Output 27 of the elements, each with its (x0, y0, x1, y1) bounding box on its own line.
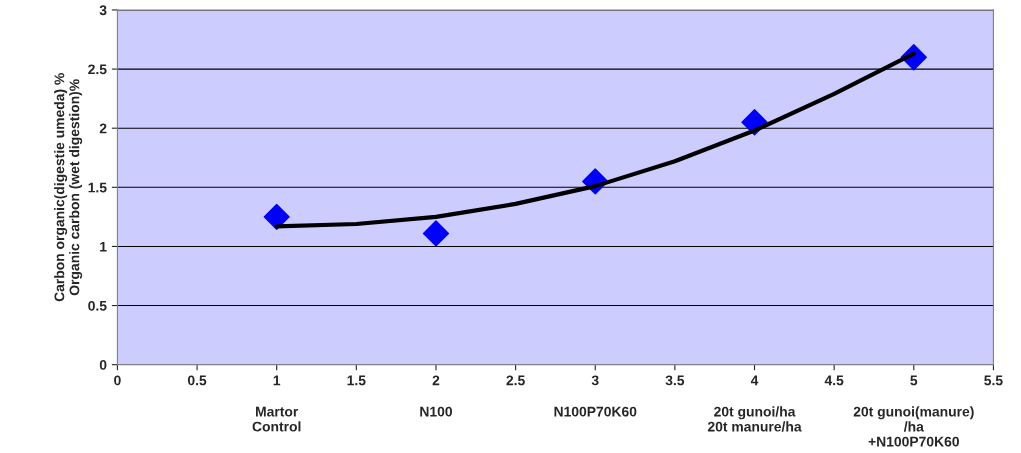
x-tick-label: 4.5 (824, 375, 844, 386)
x-tick-label: 0.5 (187, 375, 207, 386)
x-tick-label: 5.5 (984, 375, 1003, 386)
text: 20t gunoi(manure) /ha +N100P70K60 (853, 406, 974, 447)
text: N100 (420, 406, 452, 417)
text: 20t gunoi/ha 20t manure/ha (707, 406, 802, 432)
x-tick-label: 3 (591, 375, 599, 386)
x-tick-label: 3.5 (665, 375, 685, 386)
x-tick-label: 1.5 (347, 375, 366, 386)
x-tick-label: 4 (750, 375, 759, 386)
point (263, 203, 290, 231)
text: Martor Control (252, 406, 301, 432)
x-tick-label: 5 (910, 375, 918, 386)
text: N100P70K60 (554, 406, 637, 417)
y-axis-title: Carbon organic(digestie umeda) % Organic carbon (wet digestion)% (54, 73, 83, 302)
y-tick-label: 0 (99, 360, 107, 370)
y-tick-label: 1.5 (88, 182, 107, 193)
x-tick-label: 0 (114, 375, 121, 386)
x-tick-label: 1 (273, 375, 281, 386)
y-tick-label: 3 (99, 5, 107, 16)
x-tick-label: 2 (432, 375, 440, 386)
y-tick-label: 2.5 (88, 64, 107, 75)
y-tick-label: 1 (100, 241, 107, 252)
y-tick-label: 2 (99, 123, 107, 134)
x-tick-label: 2.5 (506, 375, 525, 386)
point (422, 220, 450, 247)
y-tick-label: 0.5 (88, 300, 107, 311)
